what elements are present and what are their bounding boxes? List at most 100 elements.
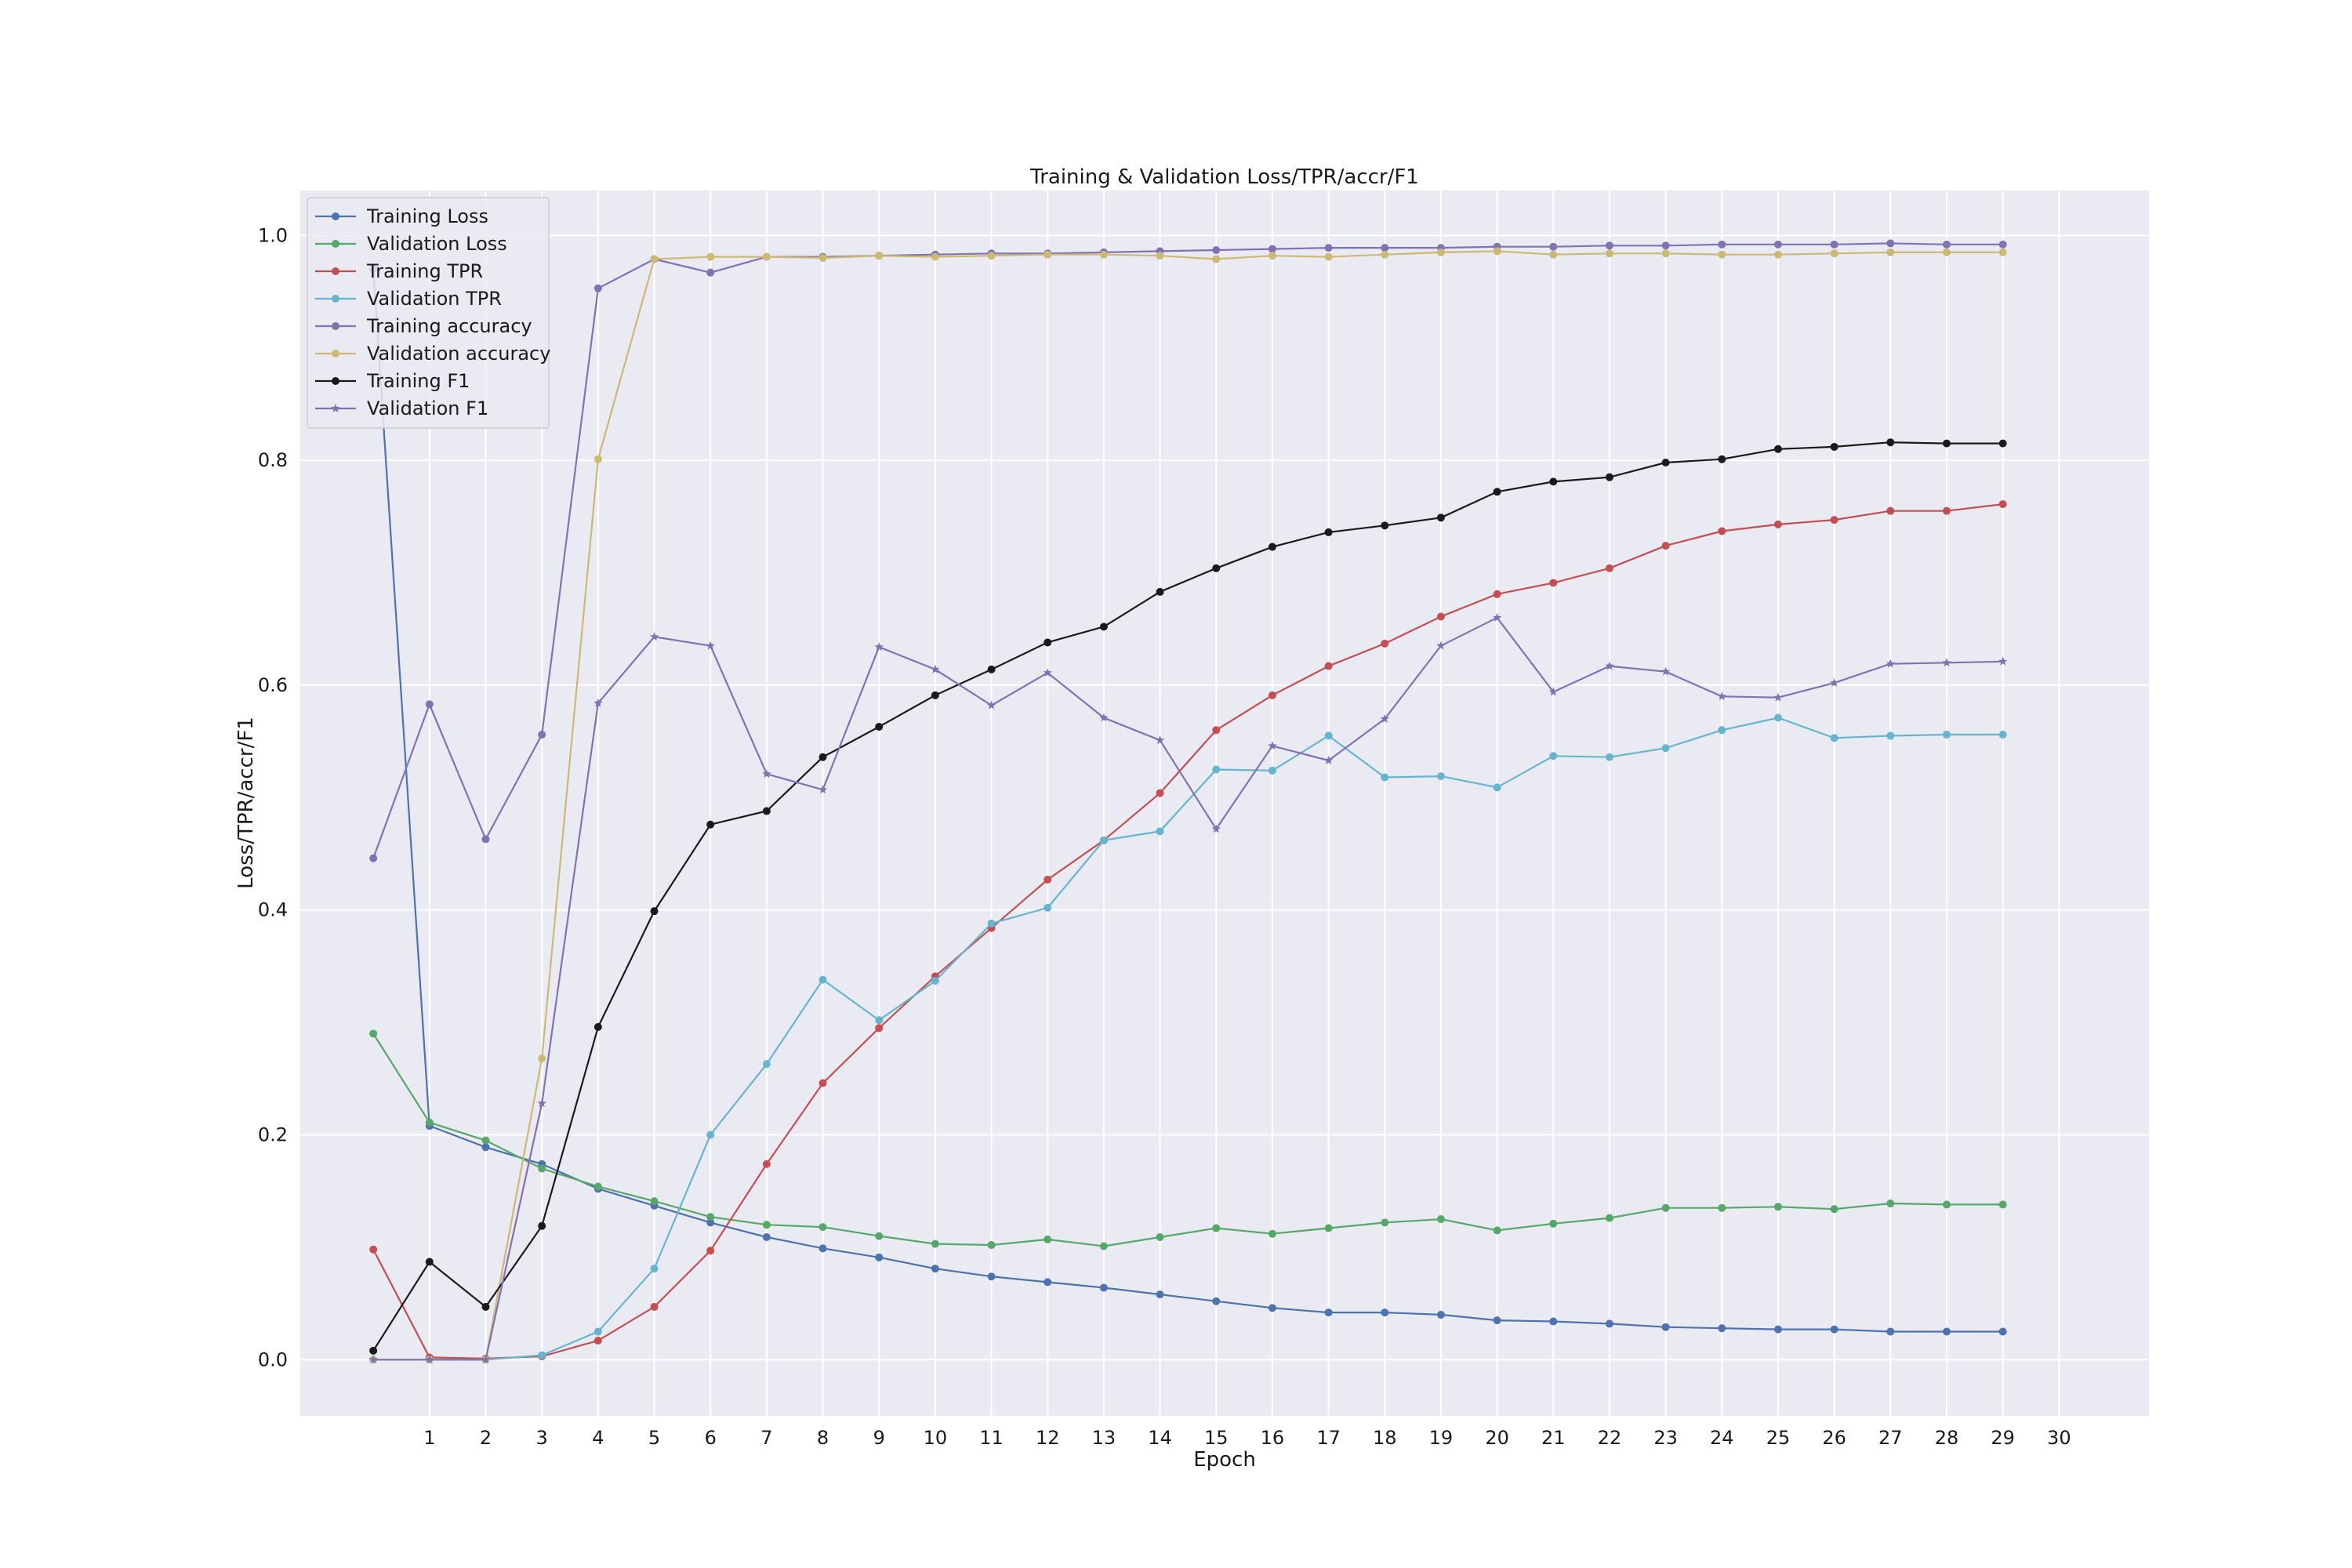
- data-point: [1268, 1229, 1276, 1238]
- data-point: [1942, 658, 1951, 667]
- x-tick-label: 30: [2047, 1427, 2071, 1449]
- data-point: [1998, 240, 2007, 249]
- data-point: [1323, 756, 1334, 764]
- data-point: [1830, 442, 1838, 451]
- data-point: [1099, 713, 1109, 722]
- series-validation-tpr: [369, 713, 2007, 1364]
- data-point: [1212, 1224, 1221, 1232]
- x-tick-label: 28: [1935, 1427, 1959, 1449]
- data-point: [538, 1221, 546, 1230]
- data-point: [1718, 455, 1726, 463]
- x-tick-label: 13: [1092, 1427, 1116, 1449]
- data-point: [1156, 1233, 1164, 1242]
- data-point: [706, 1131, 715, 1139]
- data-point: [1324, 252, 1333, 261]
- data-point: [1380, 714, 1389, 723]
- data-point: [1661, 241, 1670, 250]
- data-point: [1773, 445, 1782, 453]
- data-point: [706, 1218, 715, 1227]
- data-point: [1156, 252, 1164, 260]
- data-point: [1886, 1327, 1895, 1336]
- data-point: [706, 252, 715, 261]
- data-point: [987, 919, 996, 927]
- legend-item: Validation F1: [315, 397, 488, 419]
- x-tick-label: 6: [705, 1427, 717, 1449]
- data-point: [1942, 1327, 1951, 1336]
- data-point: [481, 1143, 490, 1152]
- data-point: [1324, 244, 1333, 252]
- legend-item: Validation accuracy: [315, 343, 550, 365]
- data-point: [369, 1029, 378, 1038]
- data-point: [762, 1060, 771, 1069]
- data-point: [1381, 773, 1389, 782]
- x-tick-label: 29: [1991, 1427, 2015, 1449]
- data-point: [1548, 687, 1558, 696]
- data-point: [1605, 753, 1613, 761]
- x-tick-label: 2: [480, 1427, 492, 1449]
- data-point: [368, 1355, 378, 1364]
- data-point: [593, 1327, 602, 1336]
- data-point: [1661, 1203, 1670, 1212]
- data-point: [1942, 731, 1951, 739]
- data-point: [1436, 641, 1446, 650]
- data-point: [987, 665, 996, 673]
- data-point: [1549, 242, 1558, 251]
- data-point: [1717, 691, 1726, 701]
- legend-label: Validation Loss: [367, 233, 507, 255]
- data-point: [1324, 1224, 1333, 1232]
- data-point: [481, 835, 490, 844]
- data-point: [1661, 666, 1671, 676]
- y-axis-label: Loss/TPR/accr/F1: [234, 717, 258, 889]
- y-tick-label: 0.8: [258, 449, 288, 471]
- data-point: [1212, 765, 1221, 774]
- series-line: [372, 441, 2003, 1352]
- data-point: [1605, 473, 1613, 481]
- data-point: [1549, 1219, 1558, 1228]
- data-point: [1099, 622, 1108, 631]
- data-point: [537, 1098, 546, 1108]
- data-point: [818, 785, 828, 794]
- data-point: [1830, 1325, 1838, 1334]
- legend-marker: [331, 404, 340, 412]
- data-point: [593, 455, 602, 463]
- legend-label: Training Loss: [366, 205, 488, 227]
- legend-marker: [332, 240, 339, 248]
- data-point: [1493, 783, 1501, 792]
- series-line: [373, 616, 2003, 1361]
- data-point: [369, 854, 378, 862]
- data-point: [1998, 1327, 2007, 1336]
- data-point: [1661, 542, 1670, 550]
- data-point: [1605, 1319, 1613, 1328]
- data-point: [650, 907, 659, 916]
- data-point: [1156, 827, 1164, 836]
- data-point: [1493, 590, 1501, 598]
- series-line: [373, 717, 2003, 1361]
- data-point: [1268, 543, 1276, 551]
- data-point: [931, 1265, 939, 1273]
- data-point: [650, 255, 659, 263]
- legend-item: Training TPR: [315, 260, 483, 282]
- data-point: [593, 1182, 602, 1191]
- data-point: [1043, 668, 1052, 677]
- data-point: [538, 731, 546, 739]
- data-point: [1773, 250, 1782, 259]
- data-point: [1044, 250, 1052, 259]
- data-point: [706, 1247, 715, 1255]
- data-point: [481, 1355, 491, 1364]
- data-point: [1268, 691, 1276, 699]
- data-point: [425, 700, 434, 709]
- x-tick-label: 8: [817, 1427, 829, 1449]
- data-point: [1436, 1310, 1445, 1319]
- legend-label: Training accuracy: [366, 315, 532, 337]
- data-point: [1830, 1205, 1838, 1214]
- data-point: [1998, 500, 2007, 509]
- data-point: [1661, 459, 1670, 467]
- series-validation-f1: [368, 612, 2008, 1364]
- data-point: [1381, 1218, 1389, 1227]
- data-point: [931, 977, 939, 985]
- data-point: [1605, 241, 1613, 250]
- data-point: [1773, 240, 1782, 249]
- data-point: [1830, 240, 1838, 249]
- data-point: [1099, 1242, 1108, 1250]
